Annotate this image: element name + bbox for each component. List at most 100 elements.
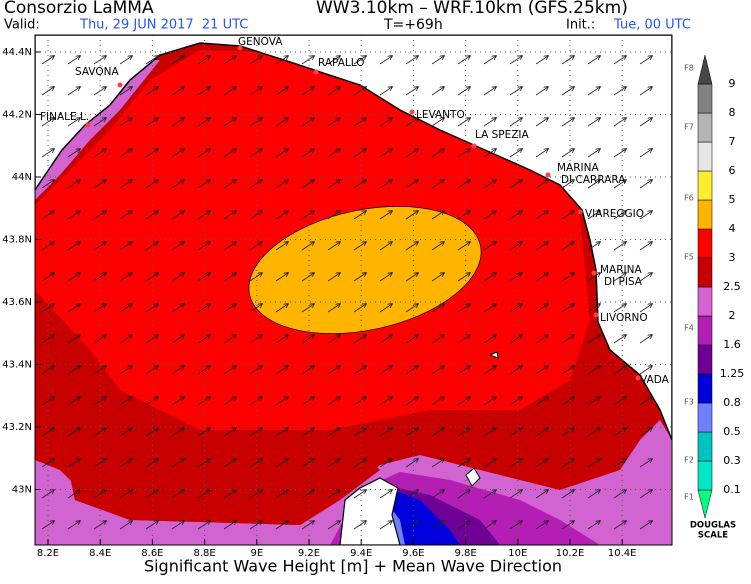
wave-arrow (171, 521, 184, 530)
wave-arrow (119, 242, 132, 251)
wave-arrow (613, 87, 626, 96)
wave-arrow (639, 56, 652, 65)
wave-arrow (145, 273, 158, 282)
wave-arrow (431, 428, 444, 437)
wave-arrow (561, 149, 574, 158)
wave-arrow (457, 459, 470, 468)
wave-arrow (613, 335, 626, 344)
wave-arrow (223, 428, 236, 437)
wave-arrow (197, 149, 210, 158)
wave-arrow (431, 242, 444, 251)
wave-arrow (535, 521, 548, 530)
wave-arrow (67, 521, 80, 530)
wave-arrow (67, 118, 80, 127)
wave-arrow (223, 87, 236, 96)
wave-arrow (353, 273, 366, 282)
wave-arrow (275, 56, 288, 65)
wave-arrow (483, 521, 496, 530)
wave-arrow (67, 304, 80, 313)
wave-arrow (379, 87, 392, 96)
douglas-label: F8 (684, 64, 694, 73)
wave-arrow (509, 118, 522, 127)
place-label: DI CARRARA (561, 174, 626, 186)
douglas-label: F6 (684, 194, 694, 203)
legend-swatch (697, 257, 713, 288)
wave-arrow (67, 242, 80, 251)
wave-arrow (639, 459, 652, 468)
wave-arrow (405, 118, 418, 127)
legend-label: 7 (729, 135, 736, 148)
wave-arrow (639, 490, 652, 499)
wave-arrow (509, 242, 522, 251)
wave-arrow (67, 490, 80, 499)
wave-arrow (613, 459, 626, 468)
wave-arrow (483, 428, 496, 437)
wave-arrow (535, 211, 548, 220)
wave-arrow (119, 335, 132, 344)
model: WW3.10km – WRF.10km (GFS.25km) (316, 0, 628, 18)
wave-arrow (483, 149, 496, 158)
wave-arrow (483, 335, 496, 344)
wave-arrow (275, 490, 288, 499)
wave-arrow (327, 521, 340, 530)
wave-arrow (613, 521, 626, 530)
wave-arrow (301, 118, 314, 127)
wave-arrow (405, 366, 418, 375)
legend-swatch (697, 112, 713, 143)
wave-arrow (561, 211, 574, 220)
wave-arrow (535, 459, 548, 468)
legend-swatch (697, 402, 713, 433)
wave-arrow (561, 521, 574, 530)
wave-arrow (197, 335, 210, 344)
wave-arrow (171, 56, 184, 65)
scale-title: DOUGLAS (690, 521, 736, 531)
douglas-label: F4 (684, 324, 694, 333)
wave-arrow (93, 273, 106, 282)
wave-arrow (327, 459, 340, 468)
wave-arrow (197, 211, 210, 220)
wave-arrow (483, 242, 496, 251)
wave-arrow (587, 273, 600, 282)
wave-arrow (509, 87, 522, 96)
wave-arrow (327, 242, 340, 251)
wave-arrow (483, 87, 496, 96)
place-label: MARINA (557, 162, 599, 174)
wave-arrow (275, 335, 288, 344)
wave-arrow (119, 118, 132, 127)
place-label: FINALE L. (40, 111, 89, 123)
wave-arrow (613, 211, 626, 220)
wave-arrow (457, 118, 470, 127)
place-label: RAPALLO (318, 57, 365, 69)
wave-arrow (613, 428, 626, 437)
place-dot (117, 82, 123, 88)
wave-arrow (145, 118, 158, 127)
wave-arrow (639, 242, 652, 251)
wave-arrow (379, 118, 392, 127)
wave-arrow (457, 273, 470, 282)
legend-swatch (697, 315, 713, 346)
wave-arrow (639, 118, 652, 127)
wave-arrow (457, 335, 470, 344)
wave-arrow (561, 459, 574, 468)
lat-label: 43.2N (2, 422, 32, 433)
wave-arrow (275, 397, 288, 406)
wave-arrow (223, 273, 236, 282)
wave-arrow (67, 366, 80, 375)
place-label: DI PISA (604, 276, 643, 288)
legend-label: 6 (729, 164, 736, 177)
wave-arrow (431, 273, 444, 282)
legend-swatch (697, 228, 713, 259)
wave-arrow (249, 521, 262, 530)
legend-label: 8 (729, 106, 736, 119)
coast-2 (35, 60, 160, 200)
wave-arrow (457, 366, 470, 375)
wave-arrow (379, 149, 392, 158)
wave-arrow (457, 521, 470, 530)
wave-arrow (197, 304, 210, 313)
wave-arrow (561, 428, 574, 437)
place-label: VADA (640, 374, 670, 386)
wave-arrow (119, 211, 132, 220)
wave-arrow (197, 397, 210, 406)
wave-arrow (379, 490, 392, 499)
